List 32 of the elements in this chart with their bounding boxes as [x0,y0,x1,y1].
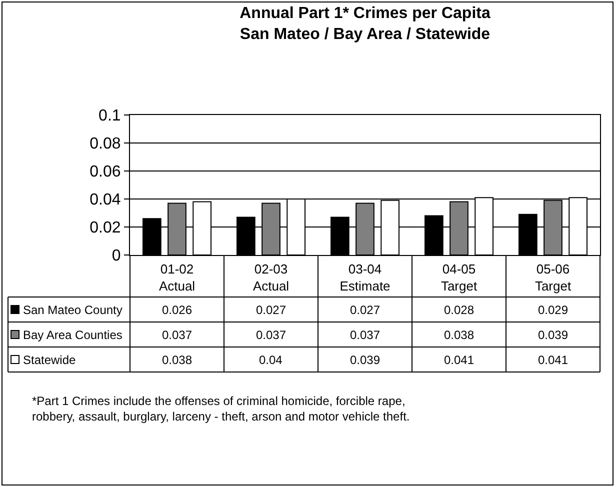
x-tick-label: 03-04 Estimate [340,262,390,294]
data-label: 0.039 [350,353,380,367]
data-label: 0.039 [538,328,568,342]
x-tick-label: 01-02 Actual [158,262,196,294]
y-tick-label: 0 [112,248,121,265]
text: *Part 1 Crimes include the offenses of criminal homicide, forcible rape, robbery, assault, burglary, larceny - theft, arson and motor vehicle theft. [32,394,410,424]
data-label: 0.038 [444,328,474,342]
legend-label: Bay Area Counties [23,328,122,342]
y-tick-label: 0.08 [90,136,121,153]
data-label: 0.027 [350,303,380,317]
data-label: 0.037 [350,328,380,342]
y-tick-label: 0.1 [98,108,121,125]
data-label: 0.029 [538,303,568,317]
data-label: 0.027 [256,303,286,317]
data-label: 0.038 [162,353,192,367]
y-tick-label: 0.06 [90,164,121,181]
chart-subtitle: San Mateo / Bay Area / Statewide [240,26,490,43]
legend-label: Statewide [23,353,76,367]
data-label: 0.026 [162,303,192,317]
x-tick-label: 04-05 Target [440,262,478,294]
legend-label: San Mateo County [23,303,122,317]
data-label: 0.037 [162,328,192,342]
y-tick-label: 0.02 [90,220,121,237]
x-tick-label: 02-03 Actual [252,262,290,294]
chart-title: Annual Part 1* Crimes per Capita [240,5,490,22]
data-label: 0.041 [538,353,568,367]
data-label: 0.041 [444,353,474,367]
data-label: 0.037 [256,328,286,342]
x-tick-label: 05-06 Target [534,262,572,294]
data-label: 0.04 [259,353,283,367]
data-label: 0.028 [444,303,474,317]
y-tick-label: 0.04 [90,192,121,209]
